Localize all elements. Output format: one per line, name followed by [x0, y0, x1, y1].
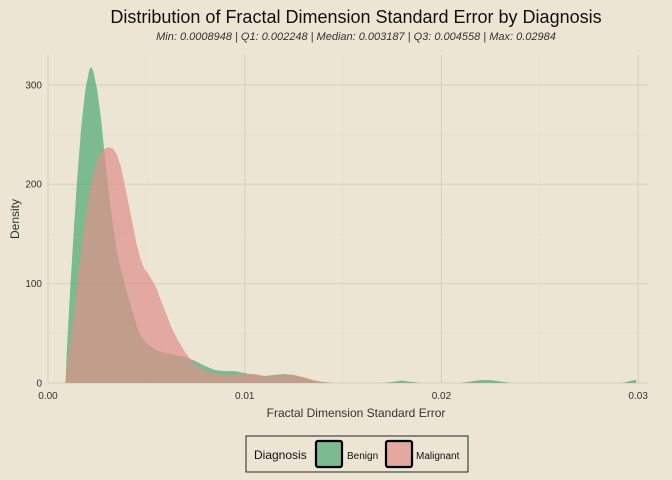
legend: Diagnosis Benign Malignant — [245, 435, 469, 473]
x-tick-label: 0.00 — [38, 391, 58, 402]
chart-subtitle: Min: 0.0008948 | Q1: 0.002248 | Median: … — [156, 31, 556, 43]
density-area-malignant — [65, 147, 334, 383]
x-axis-ticks: 0.00 0.01 0.02 0.03 — [38, 391, 648, 402]
legend-swatch-malignant — [384, 439, 414, 469]
x-tick-label: 0.02 — [432, 391, 452, 402]
legend-swatch-benign — [314, 439, 344, 469]
y-axis-label: Density — [8, 199, 22, 239]
y-tick-label: 100 — [25, 279, 42, 290]
chart-title: Distribution of Fractal Dimension Standa… — [110, 7, 601, 27]
y-tick-label: 300 — [25, 80, 42, 91]
y-tick-label: 200 — [25, 180, 42, 191]
legend-label-benign: Benign — [347, 451, 378, 462]
legend-box — [245, 435, 469, 473]
x-tick-label: 0.01 — [235, 391, 255, 402]
legend-label-malignant: Malignant — [416, 451, 460, 462]
y-axis-ticks: 0 100 200 300 — [25, 80, 42, 389]
legend-title: Diagnosis — [254, 448, 307, 462]
x-axis-label: Fractal Dimension Standard Error — [267, 406, 446, 420]
density-areas — [65, 66, 637, 384]
y-tick-label: 0 — [36, 379, 42, 390]
x-tick-label: 0.03 — [628, 391, 648, 402]
